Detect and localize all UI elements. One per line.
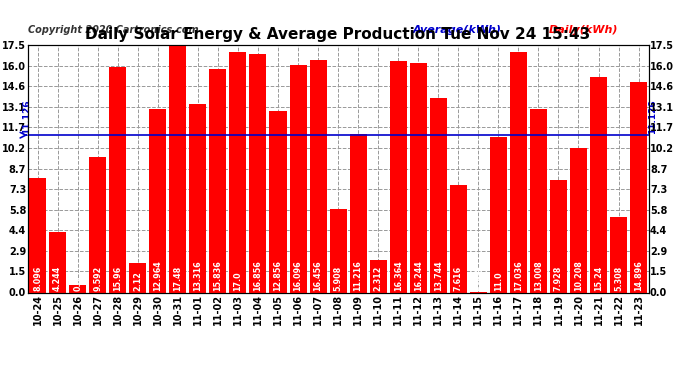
Text: 13.744: 13.744	[434, 261, 443, 291]
Bar	[149, 109, 166, 292]
Text: 16.856: 16.856	[253, 260, 262, 291]
Text: 16.364: 16.364	[394, 261, 403, 291]
Text: Daily(kWh): Daily(kWh)	[549, 25, 619, 35]
Text: Average(kWh): Average(kWh)	[413, 25, 502, 35]
Text: 14.896: 14.896	[634, 260, 643, 291]
Bar	[430, 98, 446, 292]
Bar	[229, 52, 246, 292]
Bar	[350, 134, 366, 292]
Bar	[310, 60, 326, 292]
Text: 16.456: 16.456	[313, 261, 322, 291]
Bar	[370, 260, 386, 292]
Text: 12.964: 12.964	[153, 260, 162, 291]
Bar	[189, 104, 206, 292]
Bar	[169, 45, 186, 292]
Bar	[290, 65, 306, 292]
Bar	[610, 217, 627, 292]
Bar	[49, 232, 66, 292]
Title: Daily Solar Energy & Average Production Tue Nov 24 15:43: Daily Solar Energy & Average Production …	[86, 27, 591, 42]
Bar	[630, 82, 647, 292]
Text: 17.48: 17.48	[173, 266, 182, 291]
Text: 13.316: 13.316	[193, 261, 202, 291]
Text: 11.0: 11.0	[494, 272, 503, 291]
Bar	[410, 63, 426, 292]
Text: 16.244: 16.244	[414, 260, 423, 291]
Bar	[510, 51, 527, 292]
Text: 0.5: 0.5	[73, 277, 82, 291]
Text: 0.004: 0.004	[474, 266, 483, 291]
Text: 10.208: 10.208	[574, 260, 583, 291]
Text: 17.0: 17.0	[233, 272, 242, 291]
Bar	[590, 77, 607, 292]
Bar	[109, 67, 126, 292]
Text: 7.616: 7.616	[454, 266, 463, 291]
Bar	[270, 111, 286, 292]
Text: 2.12: 2.12	[133, 271, 142, 291]
Text: 11.216: 11.216	[354, 260, 363, 291]
Bar	[330, 209, 346, 292]
Text: 2.312: 2.312	[374, 266, 383, 291]
Text: 11.126: 11.126	[22, 99, 31, 134]
Text: 8.096: 8.096	[33, 266, 42, 291]
Bar	[89, 157, 106, 292]
Text: 16.096: 16.096	[293, 261, 302, 291]
Bar	[129, 262, 146, 292]
Bar	[550, 180, 567, 292]
Text: 5.908: 5.908	[333, 266, 343, 291]
Text: 15.96: 15.96	[113, 266, 122, 291]
Bar	[390, 61, 406, 292]
Text: 11.126: 11.126	[648, 99, 657, 134]
Bar	[209, 69, 226, 292]
Text: 17.036: 17.036	[514, 261, 523, 291]
Bar	[570, 148, 587, 292]
Text: 15.836: 15.836	[213, 260, 222, 291]
Text: 13.008: 13.008	[534, 260, 543, 291]
Bar	[250, 54, 266, 292]
Text: Copyright 2020 Cartronics.com: Copyright 2020 Cartronics.com	[28, 25, 198, 35]
Text: 5.308: 5.308	[614, 266, 623, 291]
Bar	[450, 185, 467, 292]
Bar	[29, 178, 46, 292]
Bar	[490, 137, 507, 292]
Text: 4.244: 4.244	[53, 266, 62, 291]
Bar	[69, 285, 86, 292]
Text: 7.928: 7.928	[554, 266, 563, 291]
Text: 15.24: 15.24	[594, 266, 603, 291]
Text: 9.592: 9.592	[93, 266, 102, 291]
Text: 12.856: 12.856	[273, 260, 282, 291]
Bar	[530, 108, 547, 292]
